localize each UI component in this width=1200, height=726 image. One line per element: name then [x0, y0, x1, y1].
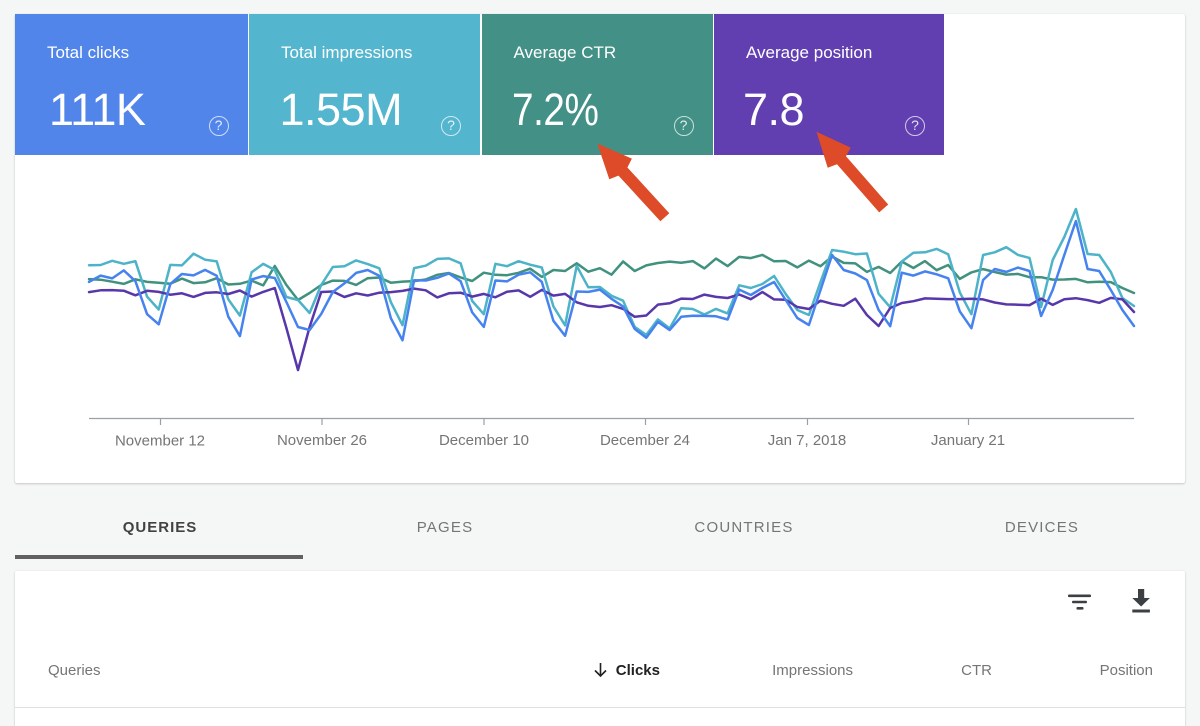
svg-text:November 26: November 26	[277, 432, 367, 449]
svg-text:January 21: January 21	[931, 432, 1005, 449]
svg-text:December 10: December 10	[439, 432, 529, 449]
svg-text:Jan 7, 2018: Jan 7, 2018	[768, 432, 846, 449]
svg-text:December 24: December 24	[600, 432, 690, 449]
svg-text:November 12: November 12	[115, 433, 205, 450]
